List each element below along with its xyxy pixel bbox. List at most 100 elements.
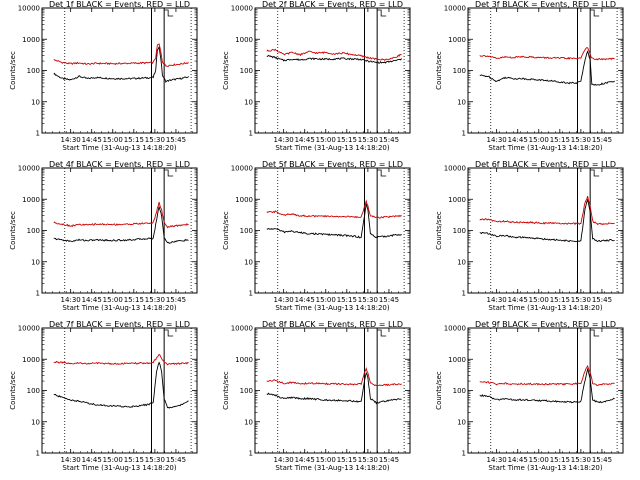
y-tick-label: 10 [244,418,253,426]
y-tick-label: 1000 [235,356,253,364]
x-tick-label: 15:45 [379,456,399,464]
series-lld [53,201,189,229]
x-axis-label: Start Time (31-Aug-13 14:18:20) [62,464,176,472]
y-tick-label: 10 [31,98,40,106]
y-tick-label: 1 [36,290,40,298]
series-events [479,367,615,404]
interval-bracket [164,329,174,337]
y-tick-label: 10 [244,258,253,266]
x-tick-label: 15:15 [550,296,570,304]
x-axis-label: Start Time (31-Aug-13 14:18:20) [488,464,602,472]
panel-3: Det 3f BLACK = Events, RED = LLD 1 10 100 10… [435,0,624,152]
x-axis-label: Start Time (31-Aug-13 14:18:20) [275,144,389,152]
interval-bracket [377,329,387,337]
panel-8: Det 8f BLACK = Events, RED = LLD 1 10 100 10… [222,320,411,472]
x-tick-label: 15:45 [592,296,612,304]
x-tick-label: 14:30 [274,136,294,144]
y-axis-label: Counts/sec [435,51,443,90]
y-tick-label: 1000 [448,356,466,364]
y-axis-label: Counts/sec [9,371,17,410]
x-tick-label: 15:30 [358,136,378,144]
series-lld [266,367,402,387]
y-tick-label: 1000 [235,36,253,44]
panel-title: Det 6f BLACK = Events, RED = LLD [475,160,616,169]
series-lld [53,43,189,67]
x-tick-label: 15:30 [145,296,165,304]
panel-title: Det 5f BLACK = Events, RED = LLD [262,160,403,169]
x-tick-label: 15:00 [529,456,549,464]
x-tick-label: 14:30 [61,296,81,304]
y-tick-label: 1000 [22,196,40,204]
x-tick-label: 15:30 [145,136,165,144]
x-axis-label: Start Time (31-Aug-13 14:18:20) [62,304,176,312]
y-tick-label: 1 [36,130,40,138]
y-tick-label: 100 [27,67,40,75]
x-tick-label: 15:30 [571,136,591,144]
series-events [266,371,402,405]
series-lld [53,353,189,366]
panel-7: Det 7f BLACK = Events, RED = LLD 1 10 100 10… [9,320,198,472]
x-tick-label: 15:00 [529,136,549,144]
y-tick-label: 1 [249,290,253,298]
x-tick-label: 15:15 [124,296,144,304]
y-tick-label: 10000 [231,165,253,173]
y-tick-label: 100 [453,387,466,395]
series-lld [479,196,615,226]
y-tick-label: 1 [462,130,466,138]
y-tick-label: 10 [31,418,40,426]
interval-bracket [590,169,600,177]
x-tick-label: 14:45 [82,456,102,464]
series-lld [266,199,402,219]
x-tick-label: 14:45 [508,456,528,464]
x-tick-label: 14:45 [82,296,102,304]
x-tick-label: 15:00 [103,296,123,304]
series-lld [266,48,402,61]
x-tick-label: 15:45 [379,296,399,304]
interval-bracket [590,329,600,337]
series-events [266,54,402,64]
series-events [53,361,189,409]
x-tick-label: 15:15 [124,456,144,464]
x-tick-label: 14:45 [508,296,528,304]
y-tick-label: 10 [457,258,466,266]
x-tick-label: 15:30 [358,296,378,304]
panel-1: Det 1f BLACK = Events, RED = LLD 1 10 100 10… [9,0,198,152]
x-tick-label: 14:30 [61,456,81,464]
x-tick-label: 14:45 [295,136,315,144]
y-tick-label: 1000 [448,196,466,204]
x-tick-label: 15:30 [358,456,378,464]
x-tick-label: 15:00 [103,456,123,464]
x-tick-label: 15:15 [337,456,357,464]
x-tick-label: 15:45 [166,456,186,464]
y-axis-label: Counts/sec [9,51,17,90]
y-tick-label: 10000 [444,5,466,13]
y-tick-label: 1 [249,130,253,138]
y-tick-label: 100 [240,67,253,75]
panel-title: Det 7f BLACK = Events, RED = LLD [49,320,190,329]
x-tick-label: 14:30 [487,136,507,144]
x-tick-label: 14:30 [274,456,294,464]
y-tick-label: 1 [36,450,40,458]
x-tick-label: 15:00 [103,136,123,144]
x-tick-label: 14:45 [295,296,315,304]
panel-5: Det 5f BLACK = Events, RED = LLD 1 10 100 10… [222,160,411,312]
y-tick-label: 10 [244,98,253,106]
x-axis-label: Start Time (31-Aug-13 14:18:20) [488,304,602,312]
y-tick-label: 100 [27,387,40,395]
y-tick-label: 100 [240,387,253,395]
panel-2: Det 2f BLACK = Events, RED = LLD 1 10 100 10… [222,0,411,152]
y-tick-label: 100 [27,227,40,235]
interval-bracket [590,9,600,17]
x-tick-label: 15:15 [337,136,357,144]
y-tick-label: 1000 [235,196,253,204]
x-tick-label: 14:30 [487,296,507,304]
y-tick-label: 10000 [231,5,253,13]
x-tick-label: 15:00 [316,136,336,144]
series-events [266,203,402,239]
x-axis-label: Start Time (31-Aug-13 14:18:20) [62,144,176,152]
x-tick-label: 14:45 [508,136,528,144]
panel-title: Det 1f BLACK = Events, RED = LLD [49,0,190,9]
interval-bracket [164,9,174,17]
y-tick-label: 100 [240,227,253,235]
